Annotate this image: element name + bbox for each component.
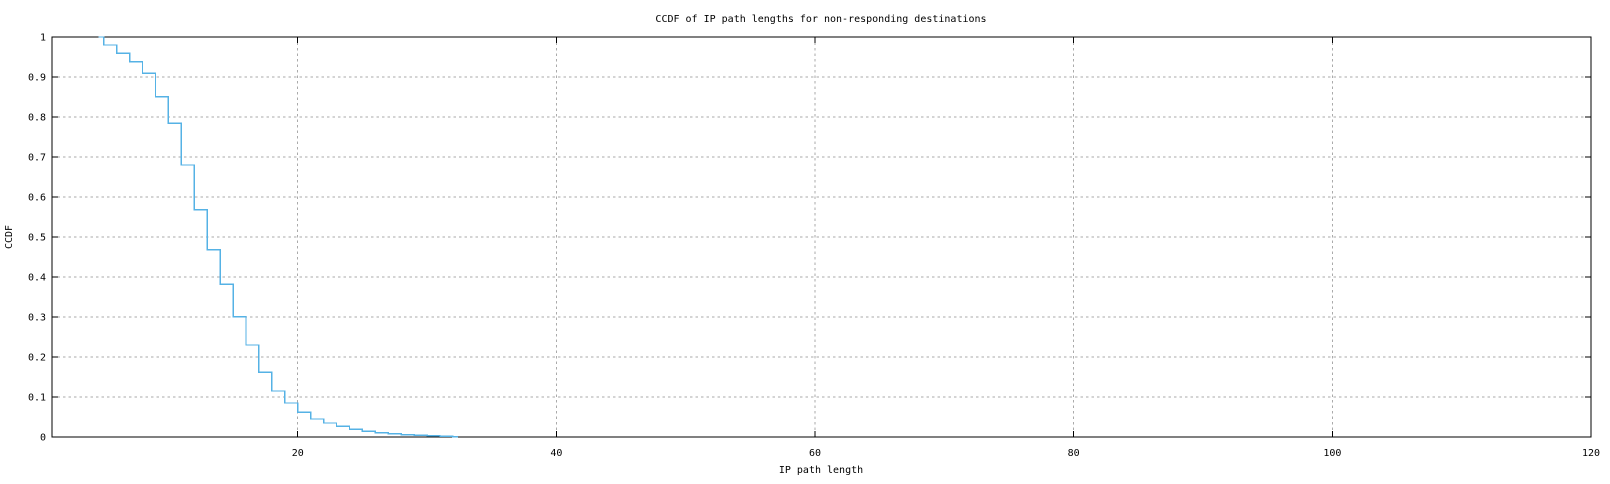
x-tick-label: 20 [292,448,304,459]
x-tick-label: 40 [550,448,562,459]
y-tick-label: 0.9 [28,73,46,84]
y-tick-label: 0.5 [28,233,46,244]
plot-border [51,36,1592,438]
tick-label-layer: 20 40 60 80 100 120 0 0.1 0.2 0.3 0.4 0.5 0.6 0.7 0.8 0… [28,33,1600,460]
ccdf-step-line [98,36,459,438]
y-tick-label: 0.7 [28,153,46,164]
tick-layer [52,36,1592,438]
chart-title: CCDF of IP path lengths for non-respondi… [655,14,986,25]
y-tick-label: 0.8 [28,113,46,124]
x-tick-label: 120 [1582,448,1600,459]
x-tick-label: 100 [1323,448,1341,459]
grid-layer [52,36,1592,438]
x-tick-label: 60 [809,448,821,459]
y-axis-label: CCDF [4,225,15,249]
y-tick-label: 0.4 [28,273,46,284]
y-tick-label: 0.3 [28,313,46,324]
y-tick-label: 0.2 [28,353,46,364]
y-tick-label: 0 [40,433,46,444]
x-axis-label: IP path length [779,465,863,476]
y-tick-label: 1 [40,33,46,44]
y-tick-label: 0.1 [28,393,46,404]
x-tick-label: 80 [1068,448,1080,459]
y-tick-label: 0.6 [28,193,46,204]
